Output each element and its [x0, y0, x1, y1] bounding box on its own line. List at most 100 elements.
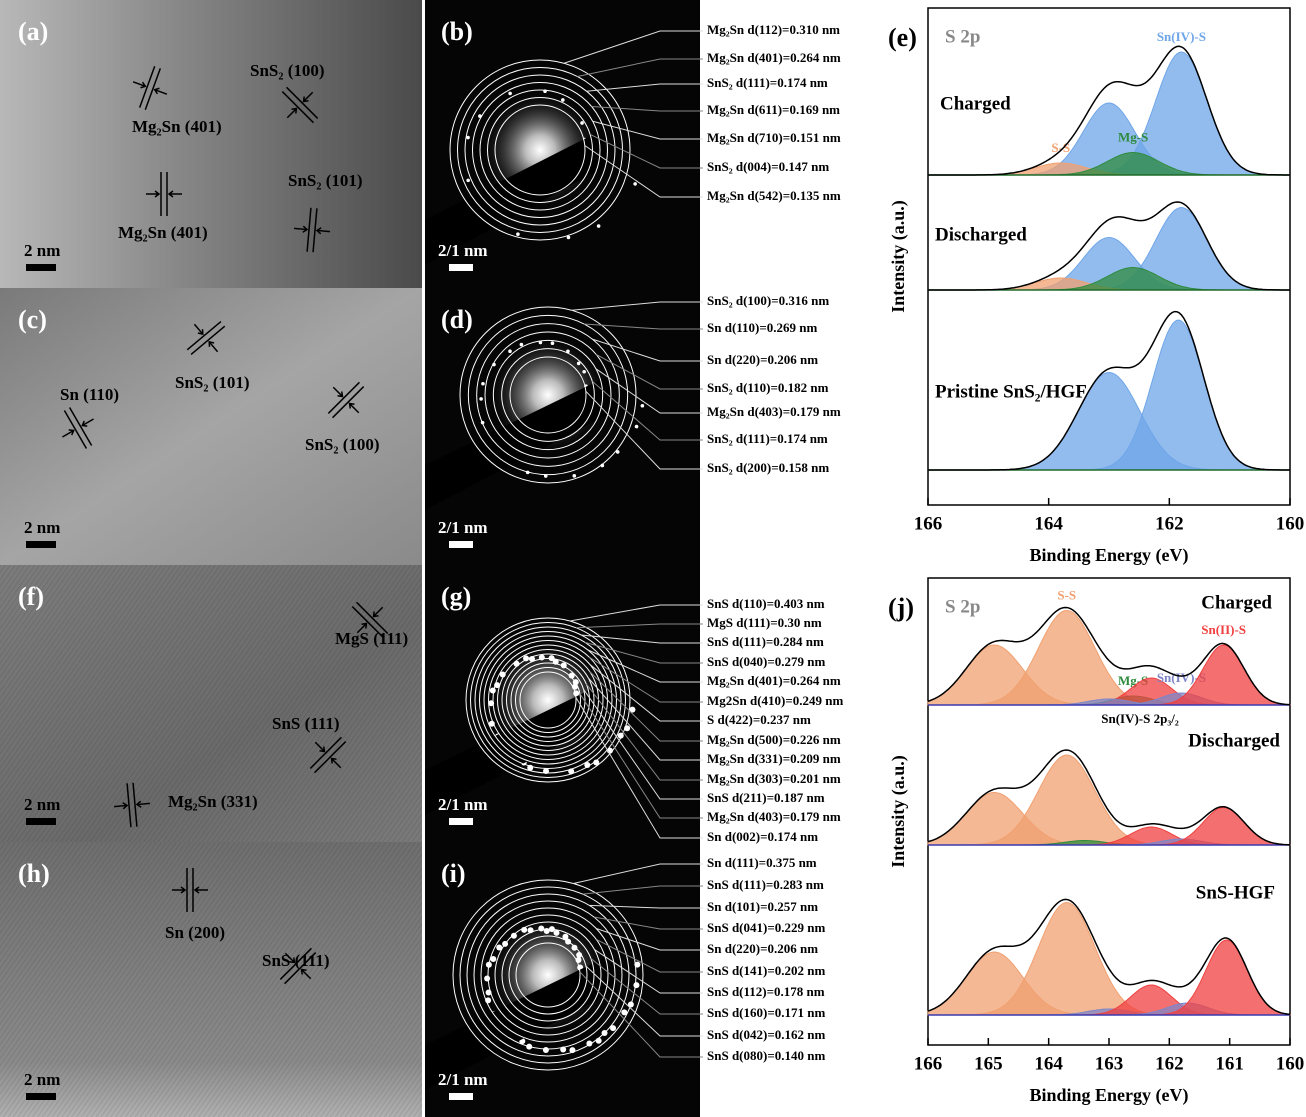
arrow — [286, 91, 314, 119]
lattice-annotation: Sn (110) — [60, 385, 119, 404]
lattice-fringes — [0, 842, 422, 1117]
diffraction-spot — [576, 361, 581, 366]
y-axis-label: Intensity (a.u.) — [888, 755, 909, 868]
diffraction-spot — [508, 91, 512, 96]
ring-leader — [563, 30, 703, 64]
scale-bar-label: 2/1 nm — [438, 518, 488, 537]
diffraction-ring — [501, 653, 595, 747]
diffraction-ring — [479, 631, 617, 769]
fringe-line — [144, 68, 162, 110]
scale-bar-label: 2/1 nm — [438, 795, 488, 814]
tem-panel: (a) 2 nm Mg₂Sn (401) SnS₂ (100) Mg₂Sn (401) S… — [0, 0, 422, 288]
diffraction-ring — [464, 74, 616, 226]
ring-label: Mg₂Sn d(500)=0.226 nm — [707, 732, 841, 747]
scale-bar-label: 2/1 nm — [438, 241, 488, 260]
diffraction-spot — [562, 933, 569, 940]
diffraction-spot — [596, 224, 601, 228]
arrow — [193, 323, 219, 353]
diffraction-ring — [466, 893, 630, 1057]
fringe-line — [132, 782, 138, 827]
diffraction-ring — [484, 331, 612, 459]
scale-bar — [449, 541, 473, 548]
diffraction-ring — [506, 658, 590, 742]
ring-leader — [595, 368, 703, 414]
ring-leader — [575, 696, 703, 839]
ring-label: SnS d(160)=0.171 nm — [707, 1005, 825, 1020]
diffraction-spot — [548, 655, 555, 662]
fringe-line — [286, 86, 319, 119]
ring-leader — [589, 671, 703, 742]
diffraction-spot — [519, 342, 524, 347]
fringe-marker — [186, 320, 226, 356]
lattice-annotation: SnS₂ (100) — [250, 61, 325, 80]
diffraction-ring — [472, 82, 608, 218]
tem-panel: (h) 2 nm Sn (200) SnS (111) — [0, 842, 422, 1117]
x-tick-label: 164 — [1034, 513, 1063, 534]
ring-label: Mg₂Sn d(710)=0.151 nm — [707, 130, 841, 145]
lattice-annotation: SnS (111) — [262, 951, 330, 970]
diffraction-ring — [479, 89, 601, 211]
spectrum-name: Charged — [940, 93, 1011, 114]
scale-bar — [449, 818, 473, 825]
diffraction-ring — [487, 914, 609, 1036]
diffraction-spot — [499, 671, 506, 678]
diffraction-spot — [566, 235, 571, 240]
scale-bar-label: 2 nm — [24, 518, 60, 537]
fringe-marker — [172, 868, 208, 912]
fringe-line — [314, 741, 347, 774]
spectrum-name: SnS-HGF — [1196, 882, 1275, 903]
lattice-annotation: SnS₂ (101) — [288, 171, 363, 190]
ring-leader — [590, 958, 703, 1015]
diffraction-spot — [584, 762, 591, 769]
diffraction-ring — [459, 306, 637, 484]
diffraction-spot — [542, 1046, 549, 1053]
beam-stopper — [425, 132, 610, 265]
diffraction-spot — [466, 178, 470, 183]
peak-label: Sn(IV)-S — [1157, 670, 1206, 685]
diffraction-spot — [479, 397, 483, 401]
diffraction-ring — [509, 356, 587, 434]
ring-label: SnS d(041)=0.229 nm — [707, 920, 825, 935]
lattice-fringes — [0, 565, 422, 842]
ring-label: Mg₂Sn d(401)=0.264 nm — [707, 673, 841, 688]
ring-leader — [581, 634, 703, 644]
diffraction-spot — [489, 687, 496, 694]
ring-leader — [585, 965, 703, 1037]
ring-label: SnS₂ d(200)=0.158 nm — [707, 460, 829, 475]
ring-label: Sn d(111)=0.375 nm — [707, 855, 817, 870]
ring-label: Mg₂Sn d(403)=0.179 nm — [707, 809, 841, 824]
ring-label: SnS d(042)=0.162 nm — [707, 1027, 825, 1042]
x-tick-label: 166 — [914, 1053, 943, 1074]
ring-label: SnS d(111)=0.283 nm — [707, 877, 824, 892]
ring-leader — [591, 380, 703, 441]
ring-leader — [591, 106, 703, 112]
scale-bar — [26, 264, 56, 271]
fringe-marker — [309, 736, 347, 774]
ring-leader — [592, 338, 703, 362]
fringe-line — [63, 410, 88, 449]
panel-label: (a) — [18, 17, 48, 46]
scale-bar-label: 2 nm — [24, 241, 60, 260]
diffraction-spot — [582, 369, 586, 374]
ring-label: SnS₂ d(004)=0.147 nm — [707, 159, 829, 174]
diffraction-ring — [480, 907, 616, 1043]
diffraction-spot — [508, 349, 512, 353]
panel-label: (i) — [441, 859, 466, 888]
panel-label: (e) — [888, 23, 917, 52]
fringe-line — [138, 66, 156, 108]
x-tick-label: 165 — [974, 1053, 1003, 1074]
diffraction-ring — [510, 662, 586, 738]
lattice-annotation: SnS₂ (101) — [175, 373, 250, 392]
scale-bar-label: 2/1 nm — [438, 1070, 488, 1089]
diffraction-ring — [467, 314, 629, 476]
fringe-marker — [62, 407, 94, 449]
panel-label: (c) — [18, 305, 47, 334]
fringe-line — [312, 208, 318, 253]
ring-label: SnS₂ d(111)=0.174 nm — [707, 431, 828, 446]
arrow — [356, 606, 384, 634]
arrow — [172, 886, 208, 894]
ring-label: Sn d(220)=0.206 nm — [707, 941, 818, 956]
ring-label: Mg₂Sn d(303)=0.201 nm — [707, 771, 841, 786]
ring-leader — [596, 939, 703, 973]
